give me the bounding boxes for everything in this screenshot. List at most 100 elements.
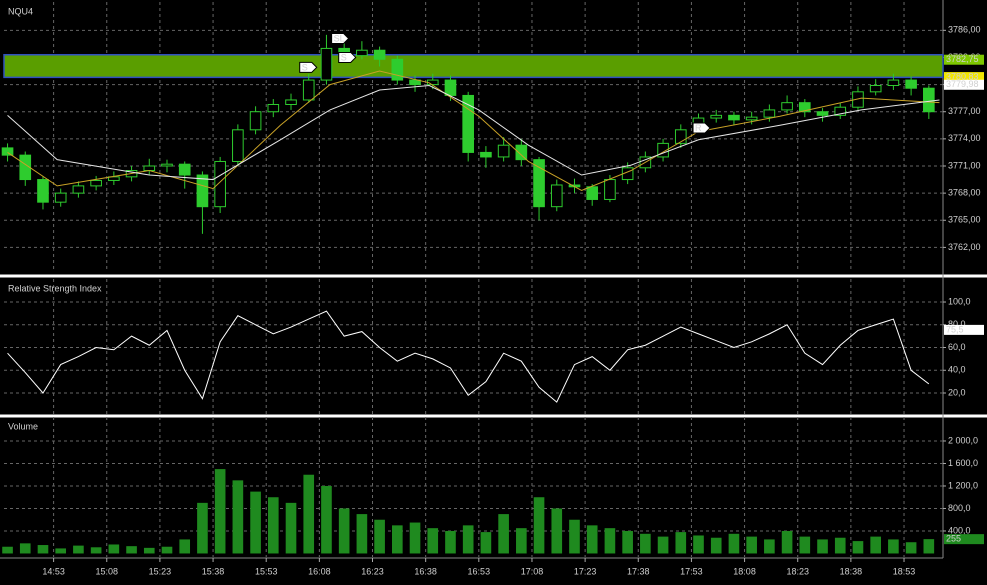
volume-bar [834, 537, 846, 554]
x-tick-label: 17:23 [574, 566, 597, 576]
volume-bar [888, 539, 899, 554]
candle-body [462, 94, 475, 153]
volume-bar [143, 547, 155, 554]
volume-bar [870, 536, 881, 554]
volume-bar [356, 514, 368, 554]
trade-marker-label: SL [334, 33, 345, 43]
volume-bar [250, 491, 261, 554]
x-tick-label: 18:38 [840, 566, 863, 576]
candle-body [214, 160, 226, 208]
x-tick-label: 14:53 [42, 566, 65, 576]
x-tick-label: 16:23 [361, 566, 384, 576]
volume-bar [73, 545, 84, 554]
x-tick-label: 16:53 [468, 566, 491, 576]
y-tick-label: 800,0 [948, 503, 971, 513]
candle-body [905, 79, 917, 89]
candle-body [887, 79, 900, 86]
volume-bar [817, 539, 828, 554]
y-tick-label: 80,0 [948, 319, 966, 329]
x-tick-label: 16:38 [414, 566, 437, 576]
volume-bar [586, 525, 598, 554]
candle-body [550, 184, 563, 208]
candle-body [869, 84, 882, 93]
candle-body [178, 163, 191, 176]
candle-body [267, 103, 280, 113]
x-tick-label: 17:53 [680, 566, 703, 576]
volume-bar [197, 502, 208, 554]
candle-body [497, 144, 510, 158]
panel-title: Relative Strength Index [8, 283, 102, 293]
x-tick-label: 15:08 [95, 566, 118, 576]
y-tick-label: 3771,00 [948, 160, 981, 170]
volume-bar [693, 535, 704, 554]
volume-bar [781, 530, 793, 554]
volume-bar [427, 528, 439, 554]
volume-bar [232, 480, 244, 554]
volume-bar [374, 519, 385, 554]
value-tag [944, 54, 984, 65]
volume-bar [533, 497, 545, 554]
y-tick-label: 100,0 [948, 296, 971, 306]
volume-bar [728, 533, 740, 554]
volume-bar [409, 522, 421, 554]
volume-bar [746, 536, 757, 554]
x-tick-label: 18:08 [733, 566, 756, 576]
trade-marker [692, 122, 711, 134]
candle-body [763, 109, 776, 118]
volume-bar [764, 539, 775, 554]
value-tag-label: 3779,98 [946, 79, 979, 89]
candle-body [480, 151, 492, 158]
trade-marker [338, 51, 357, 63]
volume-bar [710, 537, 722, 554]
volume-bar [622, 530, 633, 554]
candle-body [320, 47, 333, 81]
candle-body [604, 179, 616, 200]
trade-marker-label: S [341, 52, 347, 62]
candle-body [285, 99, 297, 105]
y-tick-label: 3762,00 [948, 242, 981, 252]
volume-bar [498, 514, 509, 554]
candle-body [90, 179, 102, 187]
candle-body [923, 87, 935, 113]
candle-body [356, 49, 368, 57]
volume-bar [338, 508, 350, 554]
candle-body [54, 192, 67, 203]
candle-body [852, 91, 864, 108]
y-tick-label: 3765,00 [948, 215, 981, 225]
candle-body [19, 154, 32, 181]
value-tag-label: 255 [946, 534, 961, 544]
value-tag-label: 75,5 [946, 324, 964, 334]
candle-body [409, 79, 421, 86]
volume-bar [126, 546, 137, 554]
volume-bar [905, 542, 917, 554]
volume-bar [462, 525, 474, 554]
candle-body [710, 114, 723, 119]
volume-bar [37, 545, 49, 554]
volume-bar [90, 547, 102, 554]
candle-body [37, 179, 49, 203]
candle-body [728, 114, 740, 121]
volume-bar [214, 469, 226, 554]
volume-bar [285, 502, 297, 554]
candle-body [391, 58, 404, 81]
value-tag [944, 534, 984, 545]
x-tick-label: 18:53 [893, 566, 916, 576]
volume-bar [675, 532, 687, 554]
x-tick-label: 15:53 [255, 566, 278, 576]
candle-body [586, 186, 599, 200]
candle-body [515, 144, 528, 161]
trade-marker [299, 61, 318, 73]
y-tick-label: 3774,00 [948, 133, 981, 143]
x-tick-label: 16:08 [308, 566, 331, 576]
volume-bar [551, 508, 563, 554]
candle-body [834, 106, 847, 116]
y-tick-label: 20,0 [948, 387, 966, 397]
panel-title: Volume [8, 421, 38, 431]
volume-bar [799, 536, 811, 554]
candle-body [72, 185, 85, 194]
volume-bar [480, 532, 492, 554]
volume-bar [392, 525, 403, 554]
volume-bar [19, 543, 31, 554]
